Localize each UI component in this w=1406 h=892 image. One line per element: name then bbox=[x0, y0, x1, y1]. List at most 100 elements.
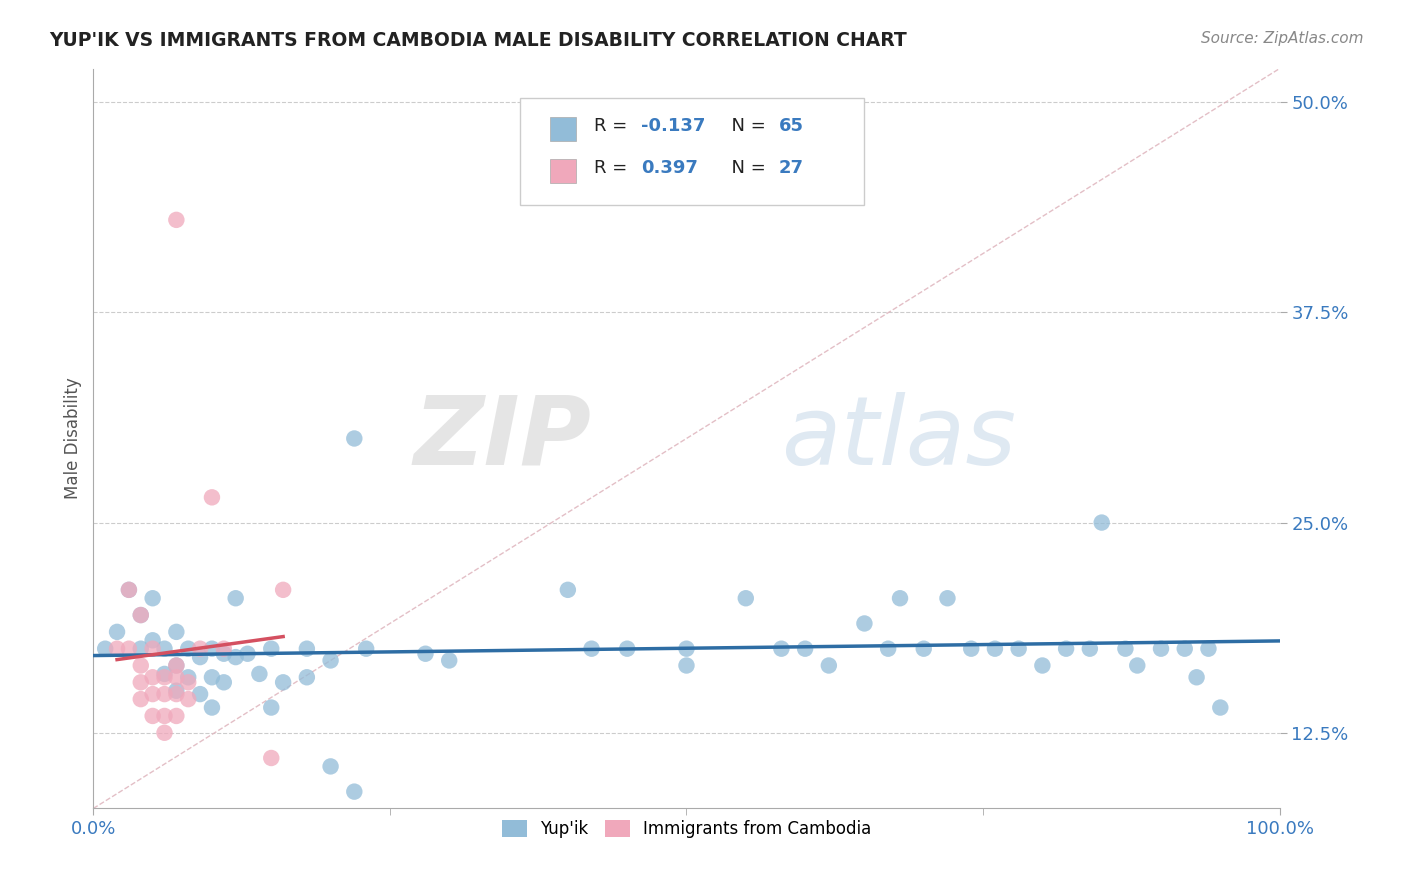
Point bbox=[343, 784, 366, 798]
Y-axis label: Male Disability: Male Disability bbox=[65, 377, 82, 500]
Point bbox=[675, 658, 697, 673]
Text: 27: 27 bbox=[779, 160, 804, 178]
Point bbox=[770, 641, 793, 656]
Point bbox=[936, 591, 959, 606]
Point bbox=[165, 624, 187, 639]
Text: R =: R = bbox=[593, 160, 633, 178]
Point bbox=[165, 658, 187, 673]
Point bbox=[165, 670, 187, 684]
Text: YUP'IK VS IMMIGRANTS FROM CAMBODIA MALE DISABILITY CORRELATION CHART: YUP'IK VS IMMIGRANTS FROM CAMBODIA MALE … bbox=[49, 31, 907, 50]
Point bbox=[1078, 641, 1101, 656]
Point bbox=[295, 670, 318, 684]
Text: Source: ZipAtlas.com: Source: ZipAtlas.com bbox=[1201, 31, 1364, 46]
Point bbox=[142, 591, 165, 606]
Text: -0.137: -0.137 bbox=[641, 117, 706, 136]
Point bbox=[1209, 700, 1232, 714]
Point bbox=[165, 212, 187, 227]
Point bbox=[1091, 516, 1114, 530]
Point bbox=[153, 670, 176, 684]
Point bbox=[675, 641, 697, 656]
Point bbox=[212, 675, 235, 690]
Point bbox=[201, 700, 224, 714]
Point bbox=[201, 670, 224, 684]
Point bbox=[236, 647, 259, 661]
Point bbox=[142, 641, 165, 656]
Point bbox=[118, 582, 141, 597]
Point bbox=[319, 653, 342, 667]
FancyBboxPatch shape bbox=[520, 98, 865, 205]
Point bbox=[177, 670, 200, 684]
Point bbox=[437, 653, 460, 667]
Point bbox=[142, 709, 165, 723]
Point bbox=[201, 491, 224, 505]
Point bbox=[129, 692, 152, 706]
Point bbox=[129, 608, 152, 623]
Point bbox=[165, 687, 187, 701]
Point bbox=[853, 616, 876, 631]
FancyBboxPatch shape bbox=[550, 117, 576, 141]
Point bbox=[354, 641, 377, 656]
Point bbox=[142, 670, 165, 684]
Point bbox=[165, 709, 187, 723]
Point bbox=[1114, 641, 1136, 656]
Point bbox=[177, 675, 200, 690]
Point bbox=[319, 759, 342, 773]
Point bbox=[581, 641, 603, 656]
Text: 0.397: 0.397 bbox=[641, 160, 699, 178]
Point bbox=[142, 633, 165, 648]
Point bbox=[343, 432, 366, 446]
Point bbox=[118, 582, 141, 597]
Point bbox=[129, 641, 152, 656]
Point bbox=[153, 725, 176, 739]
Point bbox=[1054, 641, 1077, 656]
Point bbox=[165, 683, 187, 698]
Point bbox=[415, 647, 437, 661]
Text: N =: N = bbox=[720, 117, 772, 136]
Point bbox=[129, 658, 152, 673]
Point bbox=[794, 641, 817, 656]
Point bbox=[260, 751, 283, 765]
Point bbox=[129, 608, 152, 623]
FancyBboxPatch shape bbox=[550, 159, 576, 183]
Point bbox=[153, 667, 176, 681]
Point bbox=[260, 700, 283, 714]
Point bbox=[1150, 641, 1173, 656]
Point bbox=[1008, 641, 1031, 656]
Point bbox=[1198, 641, 1220, 656]
Point bbox=[912, 641, 935, 656]
Point bbox=[177, 641, 200, 656]
Text: atlas: atlas bbox=[782, 392, 1017, 485]
Point bbox=[142, 687, 165, 701]
Text: N =: N = bbox=[720, 160, 772, 178]
Point bbox=[271, 675, 294, 690]
Point bbox=[1174, 641, 1197, 656]
Point bbox=[129, 675, 152, 690]
Point bbox=[247, 667, 270, 681]
Point bbox=[201, 641, 224, 656]
Point bbox=[153, 641, 176, 656]
Point bbox=[889, 591, 911, 606]
Point bbox=[225, 650, 247, 665]
Text: 65: 65 bbox=[779, 117, 804, 136]
Point bbox=[177, 692, 200, 706]
Point bbox=[984, 641, 1007, 656]
Point bbox=[212, 641, 235, 656]
Point bbox=[271, 582, 294, 597]
Point bbox=[1185, 670, 1208, 684]
Point bbox=[1031, 658, 1053, 673]
Point bbox=[188, 641, 211, 656]
Point bbox=[118, 641, 141, 656]
Point bbox=[153, 709, 176, 723]
Point bbox=[295, 641, 318, 656]
Point bbox=[960, 641, 983, 656]
Point bbox=[105, 641, 128, 656]
Point bbox=[557, 582, 579, 597]
Point bbox=[94, 641, 117, 656]
Point bbox=[153, 687, 176, 701]
Point bbox=[1126, 658, 1149, 673]
Point bbox=[188, 650, 211, 665]
Point bbox=[877, 641, 900, 656]
Point bbox=[260, 641, 283, 656]
Legend: Yup'ik, Immigrants from Cambodia: Yup'ik, Immigrants from Cambodia bbox=[495, 813, 879, 845]
Point bbox=[818, 658, 841, 673]
